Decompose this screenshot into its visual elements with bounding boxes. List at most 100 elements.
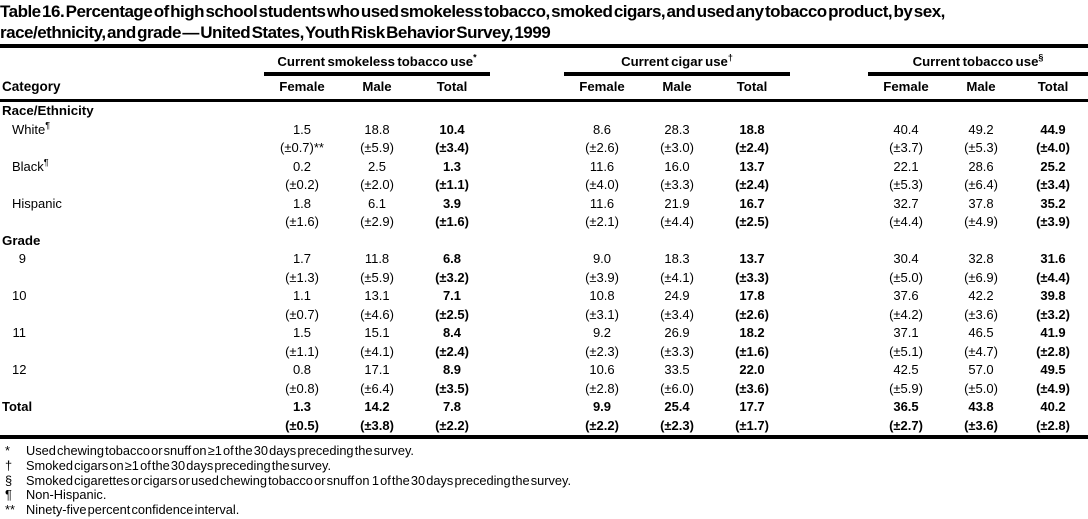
column-gap xyxy=(490,343,564,362)
footnote-marker: ** xyxy=(5,502,15,517)
column-gap xyxy=(790,213,868,232)
column-gap xyxy=(790,139,868,158)
group-label-text: Current smokeless tobacco use xyxy=(277,54,474,70)
footnote-text: Used chewing tobacco or snuff on ≥1 of t… xyxy=(26,443,414,459)
value-cell: 37.6 xyxy=(893,288,919,304)
row-label-footnote-mark: ¶ xyxy=(45,120,51,131)
column-gap xyxy=(490,176,564,195)
value-cell: (±3.8) xyxy=(360,417,394,433)
footnote: ¶ Non-Hispanic. xyxy=(0,488,1088,503)
value-cell: 6.1 xyxy=(367,195,387,211)
value-cell: 14.2 xyxy=(364,399,390,415)
column-gap xyxy=(490,139,564,158)
column-gap xyxy=(790,76,868,97)
footnote-text: Non-Hispanic. xyxy=(26,487,107,503)
group-underline xyxy=(868,72,1088,77)
group-label-smokeless: Current smokeless tobacco use* xyxy=(264,52,490,70)
value-cell: (±2.4) xyxy=(735,140,769,156)
value-cell: (±5.1) xyxy=(889,343,923,359)
row-label: 9 xyxy=(0,250,264,269)
value-cell: (±1.1) xyxy=(435,177,469,193)
value-cell: 10.6 xyxy=(589,362,615,378)
column-gap xyxy=(490,121,564,140)
column-gap xyxy=(490,361,564,380)
value-cell: 33.5 xyxy=(664,362,690,378)
row-label xyxy=(0,176,264,195)
row-label xyxy=(0,213,264,232)
table-row: 10 1.1 13.1 7.1 10.8 24.9 17.8 37.6 42.2 39.8 xyxy=(0,287,1088,306)
value-cell: 16.0 xyxy=(664,158,690,174)
column-header-female: Female xyxy=(883,79,929,95)
value-cell: 3.9 xyxy=(442,195,462,211)
row-label-text: 11 xyxy=(12,325,27,341)
value-cell: 42.5 xyxy=(893,362,919,378)
value-cell: (±2.0) xyxy=(360,177,394,193)
value-cell: (±2.4) xyxy=(735,177,769,193)
value-cell: (±0.5) xyxy=(285,417,319,433)
row-label xyxy=(0,380,264,399)
value-cell: 28.3 xyxy=(664,121,690,137)
column-gap xyxy=(790,250,868,269)
footnote-marker: § xyxy=(5,472,13,488)
value-cell: 1.8 xyxy=(292,195,312,211)
row-label xyxy=(0,306,264,325)
table-title: Table 16. Percentage of high school stud… xyxy=(0,0,1088,43)
value-cell: (±3.6) xyxy=(964,417,998,433)
value-cell: (±2.3) xyxy=(585,343,619,359)
value-cell: (±3.7) xyxy=(889,140,923,156)
value-cell: 41.9 xyxy=(1040,325,1066,341)
column-gap xyxy=(790,380,868,399)
value-cell: 9.9 xyxy=(592,399,612,415)
column-gap xyxy=(490,158,564,177)
value-cell: (±2.3) xyxy=(660,417,694,433)
value-cell: 40.4 xyxy=(893,121,919,137)
row-label-text: 12 xyxy=(12,362,27,378)
row-label-text: 9 xyxy=(18,251,26,267)
value-cell: (±2.2) xyxy=(585,417,619,433)
column-gap xyxy=(490,417,564,436)
value-cell: (±6.0) xyxy=(660,380,694,396)
footnote: * Used chewing tobacco or snuff on ≥1 of … xyxy=(0,443,1088,459)
value-cell: (±4.1) xyxy=(360,343,394,359)
value-cell: (±2.6) xyxy=(735,306,769,322)
value-cell: (±2.8) xyxy=(585,380,619,396)
value-cell: 22.1 xyxy=(893,158,919,174)
value-cell: (±6.4) xyxy=(360,380,394,396)
value-cell: (±5.9) xyxy=(889,380,923,396)
value-cell: 2.5 xyxy=(367,158,387,174)
value-cell: 0.2 xyxy=(292,158,312,174)
value-cell: 1.5 xyxy=(292,121,312,137)
column-gap xyxy=(490,195,564,214)
value-cell: (±3.4) xyxy=(435,140,469,156)
row-label-footnote-mark: ¶ xyxy=(43,157,49,168)
row-label-text: 10 xyxy=(12,288,27,304)
value-cell: 8.6 xyxy=(592,121,612,137)
value-cell: 11.6 xyxy=(589,195,615,211)
row-label xyxy=(0,269,264,288)
value-cell: (±2.9) xyxy=(360,214,394,230)
column-gap xyxy=(790,361,868,380)
value-cell: 31.6 xyxy=(1040,251,1066,267)
table-row: (±1.3) (±5.9) (±3.2) (±3.9) (±4.1) (±3.3) (±5.… xyxy=(0,269,1088,288)
row-label: Total xyxy=(0,398,264,417)
value-cell: (±2.2) xyxy=(435,417,469,433)
value-cell: 49.5 xyxy=(1040,362,1066,378)
footnote-text: Smoked cigarettes or cigars or used chew… xyxy=(26,472,572,488)
group-label-footnote-mark: * xyxy=(473,52,477,63)
value-cell: 37.1 xyxy=(893,325,919,341)
column-group-header-row: Current smokeless tobacco use* Current c… xyxy=(0,52,1088,77)
category-column-header: Category xyxy=(2,79,61,95)
footnote-text: Smoked cigars on ≥1 of the 30 days prece… xyxy=(26,457,332,473)
value-cell: (±5.9) xyxy=(360,140,394,156)
row-label: 11 xyxy=(0,324,264,343)
value-cell: 1.5 xyxy=(292,325,312,341)
value-cell: (±2.7) xyxy=(889,417,923,433)
value-cell: 35.2 xyxy=(1040,195,1066,211)
column-header-male: Male xyxy=(362,79,392,95)
value-cell: (±3.2) xyxy=(1036,306,1070,322)
value-cell: (±3.9) xyxy=(1036,214,1070,230)
value-cell: 43.8 xyxy=(968,399,994,415)
value-cell: (±5.3) xyxy=(964,140,998,156)
value-cell: (±3.4) xyxy=(660,306,694,322)
